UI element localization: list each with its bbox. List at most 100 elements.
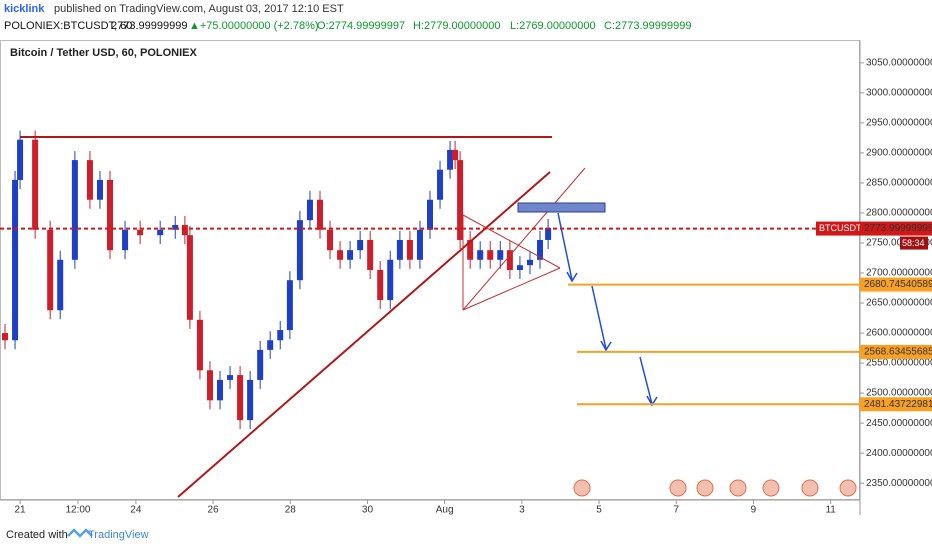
candle-body bbox=[206, 370, 213, 401]
y-tick-label: 2950.00000000 bbox=[866, 118, 932, 129]
x-tick-label: 3 bbox=[519, 505, 525, 516]
candle-body bbox=[172, 224, 179, 230]
y-tick-label: 3000.00000000 bbox=[866, 87, 932, 98]
candle-body bbox=[32, 139, 39, 230]
candle-body bbox=[487, 250, 494, 260]
last: 2773.99999999 bbox=[111, 20, 187, 32]
published: published on TradingView.com, August 03,… bbox=[54, 3, 344, 15]
candle-body bbox=[157, 229, 164, 236]
candle-body bbox=[286, 280, 293, 331]
candle-body bbox=[387, 259, 394, 301]
candle-body bbox=[337, 250, 344, 260]
candle-body bbox=[137, 229, 144, 236]
price-label: 2773.99999999 bbox=[864, 223, 932, 234]
countdown: 58:34 bbox=[902, 238, 925, 248]
y-tick-label: 2600.00000000 bbox=[866, 328, 932, 339]
trend-line bbox=[177, 171, 551, 498]
x-tick-label: 26 bbox=[208, 505, 220, 516]
candle-body bbox=[186, 235, 193, 320]
zone-box bbox=[517, 202, 606, 213]
candle-body bbox=[437, 169, 444, 200]
candle-body bbox=[427, 199, 433, 230]
x-tick-label: 30 bbox=[362, 505, 374, 516]
ohlc-open: O:2774.99999997 bbox=[317, 20, 405, 32]
candle-body bbox=[181, 224, 188, 236]
candle-body bbox=[2, 333, 9, 341]
candle-body bbox=[452, 149, 459, 161]
level-tag bbox=[860, 277, 932, 292]
x-tick-label: Aug bbox=[436, 505, 454, 516]
candle-body bbox=[217, 379, 224, 401]
candle-body bbox=[96, 179, 103, 200]
y-tick-label: 2500.00000000 bbox=[866, 388, 932, 399]
y-tick-label: 2550.00000000 bbox=[866, 358, 932, 369]
arrow bbox=[591, 285, 612, 352]
candle-body bbox=[357, 239, 364, 251]
candle-body bbox=[545, 227, 552, 240]
y-tick-label: 2700.00000000 bbox=[866, 268, 932, 279]
candle-body bbox=[12, 179, 19, 341]
candle-body bbox=[71, 160, 78, 260]
x-tick-label: 21 bbox=[15, 505, 27, 516]
logo bbox=[67, 528, 93, 538]
candle-body bbox=[406, 239, 413, 260]
level-label: 2568.63455685 bbox=[864, 347, 932, 358]
x-tick-label: 12:00 bbox=[65, 505, 90, 516]
candle-body bbox=[196, 319, 203, 371]
channel-line bbox=[462, 167, 586, 311]
candle-body bbox=[57, 259, 64, 311]
ohlc-low: L:2769.00000000 bbox=[510, 20, 596, 32]
y-tick-label: 2350.00000000 bbox=[866, 478, 932, 489]
y-tick-label: 2450.00000000 bbox=[866, 418, 932, 429]
candle-body bbox=[316, 199, 323, 230]
candle-body bbox=[107, 179, 114, 251]
x-tick-label: 9 bbox=[751, 505, 757, 516]
candle-body bbox=[457, 160, 464, 240]
y-tick-label: 2850.00000000 bbox=[866, 178, 932, 189]
x-tick-label: 7 bbox=[673, 505, 679, 516]
candle-body bbox=[467, 239, 474, 260]
candle-body bbox=[506, 250, 513, 270]
candle-body bbox=[497, 250, 504, 260]
candle-body bbox=[526, 259, 533, 266]
brand[interactable]: TradingView bbox=[88, 529, 149, 541]
x-tick-label: 24 bbox=[130, 505, 142, 516]
candle-body bbox=[396, 239, 403, 260]
level-tag bbox=[860, 397, 932, 412]
y-tick-label: 2650.00000000 bbox=[866, 298, 932, 309]
change: ▲+75.00000000 (+2.78%) bbox=[189, 20, 319, 32]
y-tick-label: 3050.00000000 bbox=[866, 57, 932, 68]
price-name-tag bbox=[816, 221, 860, 236]
y-tick-label: 2800.00000000 bbox=[866, 208, 932, 219]
x-tick-label: 5 bbox=[596, 505, 602, 516]
candle-body bbox=[477, 250, 484, 260]
candle-body bbox=[267, 340, 274, 350]
candle-body bbox=[347, 250, 354, 260]
candle-body bbox=[377, 270, 384, 301]
arrow bbox=[557, 212, 578, 283]
candle-body bbox=[122, 229, 129, 251]
event-icons bbox=[573, 479, 857, 497]
symbol: POLONIEX:BTCUSDT, 60 bbox=[4, 20, 132, 32]
price-name: BTCUSDT bbox=[819, 223, 862, 233]
chart-title: Bitcoin / Tether USD, 60, POLONIEX bbox=[10, 47, 197, 59]
y-tick-label: 2400.00000000 bbox=[866, 448, 932, 459]
candle-body bbox=[537, 239, 544, 260]
candle-body bbox=[277, 330, 284, 341]
triangle-line bbox=[462, 214, 561, 269]
y-tick-label: 2900.00000000 bbox=[866, 148, 932, 159]
candle-body bbox=[257, 349, 264, 380]
level-label: 2680.74540589 bbox=[864, 279, 932, 290]
candle-body bbox=[237, 375, 244, 421]
candle-body bbox=[47, 229, 54, 311]
x-tick-label: 11 bbox=[825, 505, 836, 516]
x-tick-label: 28 bbox=[285, 505, 297, 516]
candle-body bbox=[447, 149, 454, 170]
author[interactable]: kicklink bbox=[4, 3, 45, 15]
candle-body bbox=[367, 239, 374, 270]
candle-body bbox=[306, 199, 313, 221]
ohlc-close: C:2773.99999999 bbox=[604, 20, 691, 32]
arrows bbox=[557, 212, 658, 407]
ohlc-high: H:2779.00000000 bbox=[413, 20, 500, 32]
price-tag bbox=[860, 221, 932, 236]
